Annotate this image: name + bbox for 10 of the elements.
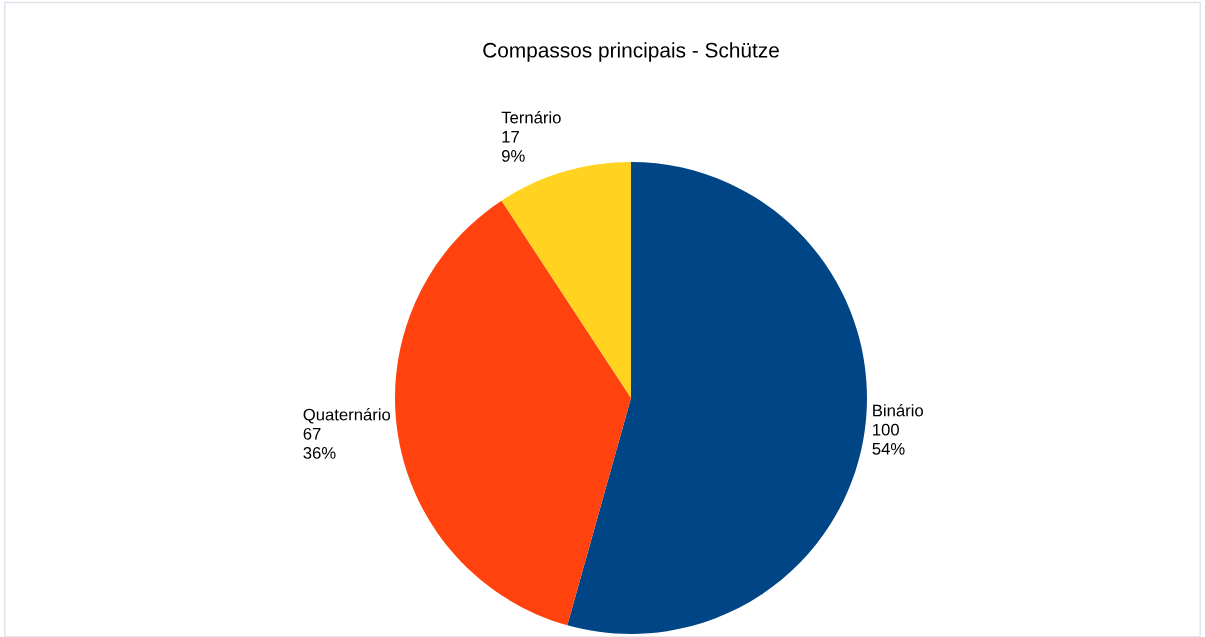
data-label: 17 9% (502, 131, 525, 162)
pie-slice (395, 200, 631, 626)
chart-title: Compassos principais - Schütze (483, 42, 779, 62)
slice-label: Ternário (501, 111, 561, 124)
pie-slice (501, 162, 631, 398)
slice-label: Binário (873, 403, 923, 417)
data-label: 67 36% (303, 427, 336, 459)
slice-label: Quaternário (303, 408, 391, 424)
pie-slice (567, 162, 867, 634)
data-label: 100 54% (872, 423, 905, 455)
